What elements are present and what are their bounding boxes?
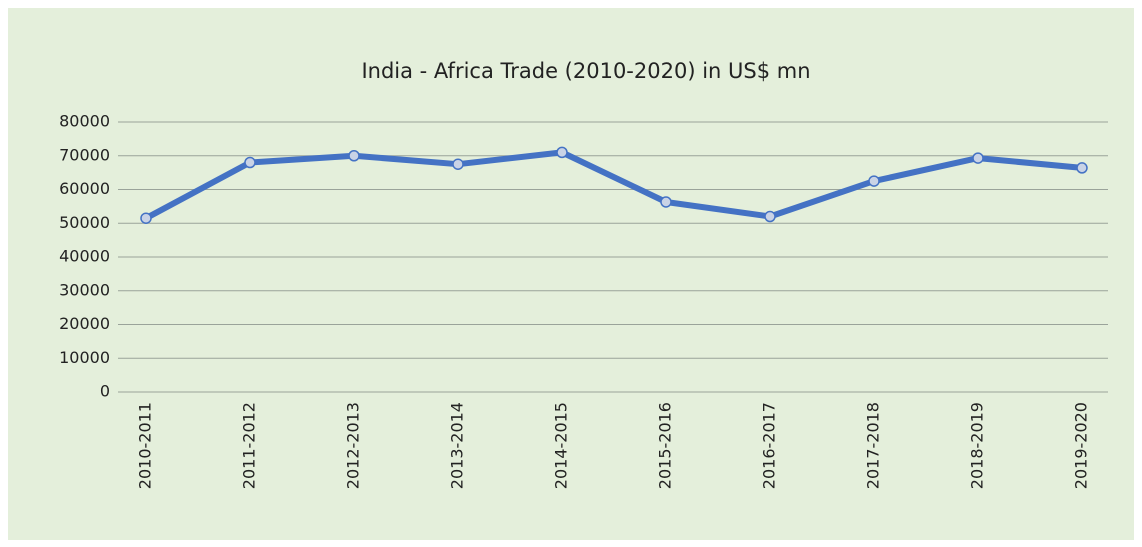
marker — [348, 150, 360, 162]
y-tick-label: 60000 — [59, 179, 110, 198]
x-tick-label: 2019-2020 — [1072, 402, 1091, 489]
chart-title: India - Africa Trade (2010-2020) in US$ … — [361, 59, 810, 83]
x-tick-label: 2015-2016 — [656, 402, 675, 489]
x-tick-label: 2014-2015 — [552, 402, 571, 489]
y-tick-label: 40000 — [59, 247, 110, 266]
y-tick-label: 50000 — [59, 213, 110, 232]
marker — [140, 212, 152, 224]
marker — [660, 196, 672, 208]
x-tick-label: 2012-2013 — [344, 402, 363, 489]
marker — [556, 146, 568, 159]
x-tick-label: 2010-2011 — [136, 402, 155, 489]
x-tick-label: 2011-2012 — [240, 402, 259, 489]
marker — [244, 156, 256, 169]
line — [143, 149, 1085, 222]
x-tick-label: 2018-2019 — [968, 402, 987, 489]
y-tick-label: 0 — [100, 382, 110, 401]
y-tick-label: 70000 — [59, 145, 110, 164]
marker — [972, 152, 984, 164]
y-tick-label: 20000 — [59, 314, 110, 333]
chart-background — [8, 8, 1134, 540]
y-tick-label: 10000 — [59, 348, 110, 367]
marker — [1076, 162, 1088, 174]
x-tick-label: 2016-2017 — [760, 402, 779, 489]
y-tick-label: 80000 — [59, 112, 110, 131]
marker — [868, 175, 880, 187]
marker — [764, 210, 776, 223]
x-tick-label: 2013-2014 — [448, 402, 467, 489]
marker — [452, 158, 464, 170]
y-tick-label: 30000 — [59, 280, 110, 299]
x-tick-label: 2017-2018 — [864, 402, 883, 489]
